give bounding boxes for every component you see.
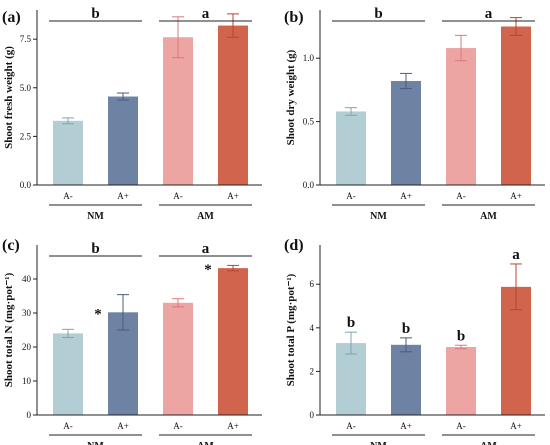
x-tick-label: A+	[400, 421, 412, 431]
group-letter: b	[91, 6, 99, 22]
significance-letter: b	[457, 328, 465, 344]
x-tick-label: A+	[510, 191, 522, 201]
group-letter: a	[202, 6, 210, 22]
bar	[218, 25, 248, 185]
bar	[163, 302, 193, 415]
group-label: AM	[197, 211, 214, 222]
x-tick-label: A+	[117, 191, 129, 201]
y-tick-label: 40	[22, 274, 32, 284]
bar	[501, 26, 531, 186]
y-tick-label: 4	[310, 323, 315, 333]
y-tick-label: 0.5	[303, 117, 315, 127]
y-tick-label: 30	[22, 308, 32, 318]
bar	[391, 81, 421, 185]
significance-letter: a	[512, 247, 520, 263]
significance-star: *	[204, 262, 212, 278]
bar	[446, 48, 476, 185]
y-tick-label: 20	[22, 342, 32, 352]
group-label: NM	[370, 441, 387, 445]
group-label: AM	[480, 211, 497, 222]
bar	[391, 344, 421, 415]
x-tick-label: A+	[117, 421, 129, 431]
bar	[218, 268, 248, 415]
x-tick-label: A-	[456, 421, 466, 431]
y-tick-label: 5.0	[20, 83, 32, 93]
group-letter: a	[485, 6, 493, 22]
group-label: NM	[370, 211, 387, 222]
significance-letter: b	[402, 321, 410, 337]
y-tick-label: 10	[22, 376, 32, 386]
y-axis-label: Shoot fresh weight (g)	[3, 46, 15, 149]
group-letter: b	[374, 6, 382, 22]
y-tick-label: 0	[27, 410, 32, 420]
x-tick-label: A-	[173, 421, 183, 431]
bar	[446, 347, 476, 415]
y-tick-label: 1.0	[303, 53, 315, 63]
y-axis-label: Shoot dry weight (g)	[285, 49, 297, 145]
bar	[108, 96, 138, 185]
x-tick-label: A+	[400, 191, 412, 201]
panel-label: (d)	[284, 237, 304, 254]
panel-label: (a)	[2, 9, 21, 26]
y-tick-label: 0	[310, 410, 315, 420]
x-tick-label: A-	[173, 191, 183, 201]
y-tick-label: 7.5	[20, 34, 32, 44]
significance-star: *	[94, 306, 102, 322]
x-tick-label: A+	[510, 421, 522, 431]
y-tick-label: 6	[310, 279, 315, 289]
panel-label: (b)	[284, 9, 304, 26]
group-label: NM	[87, 211, 104, 222]
panel-label: (c)	[2, 237, 20, 254]
y-tick-label: 0.0	[20, 180, 32, 190]
x-tick-label: A+	[227, 421, 239, 431]
x-tick-label: A+	[227, 191, 239, 201]
x-tick-label: A-	[63, 421, 73, 431]
y-tick-label: 2	[310, 366, 315, 376]
significance-letter: b	[347, 315, 355, 331]
y-axis-label: Shoot total P (mg·pot⁻¹)	[285, 273, 297, 386]
bar	[163, 37, 193, 185]
group-letter: b	[91, 241, 99, 257]
group-label: NM	[87, 441, 104, 445]
x-tick-label: A-	[346, 421, 356, 431]
x-tick-label: A-	[456, 191, 466, 201]
group-letter: a	[202, 241, 210, 257]
group-label: AM	[197, 441, 214, 445]
x-tick-label: A-	[346, 191, 356, 201]
bar	[336, 343, 366, 415]
x-tick-label: A-	[63, 191, 73, 201]
bar	[53, 120, 83, 185]
y-axis-label: Shoot total N (mg·pot⁻¹)	[3, 272, 15, 387]
y-tick-label: 0.0	[303, 180, 315, 190]
bar	[336, 111, 366, 185]
group-label: AM	[480, 441, 497, 445]
bar	[53, 333, 83, 415]
y-tick-label: 2.5	[20, 131, 32, 141]
